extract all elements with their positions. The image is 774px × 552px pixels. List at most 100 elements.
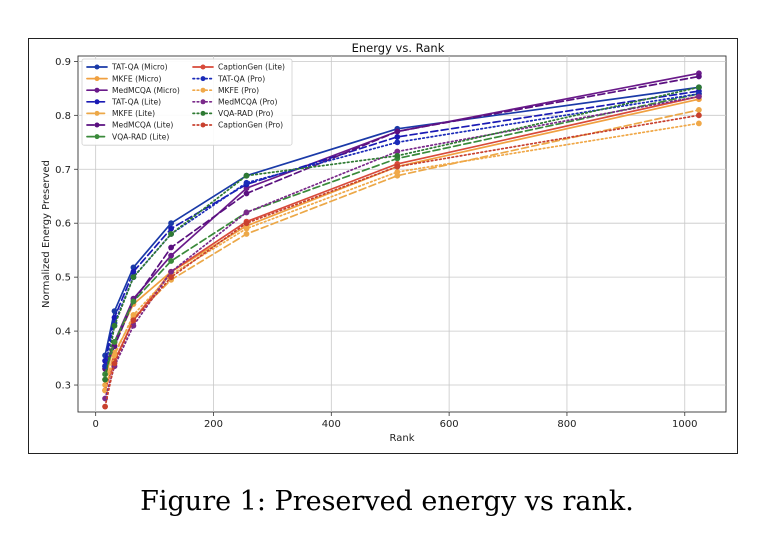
- x-axis-title: Rank: [390, 433, 415, 444]
- legend-item: TAT-QA (Micro): [86, 63, 168, 72]
- data-point: [111, 352, 118, 359]
- data-point: [394, 139, 401, 146]
- data-point: [102, 363, 108, 370]
- data-point: [243, 220, 250, 227]
- legend-marker: [94, 99, 100, 105]
- y-tick-label: 0.6: [55, 219, 71, 230]
- data-point: [696, 107, 702, 113]
- data-point: [168, 231, 175, 237]
- legend-item: MedMCQA (Lite): [86, 121, 173, 130]
- x-tick-label: 400: [322, 419, 341, 430]
- data-point: [168, 252, 175, 259]
- axis-ticks: 0 200 400 600 800 1000 0.3 0.4 0.5 0.6 0.7 0.8 0.9: [55, 57, 697, 430]
- data-point: [130, 268, 137, 275]
- data-point: [168, 220, 175, 227]
- x-tick-label: 1000: [672, 419, 697, 430]
- legend-marker: [200, 99, 206, 105]
- legend-item: MKFE (Micro): [86, 74, 162, 83]
- data-point: [696, 93, 702, 100]
- x-tick-label: 600: [440, 419, 459, 430]
- data-point: [102, 371, 108, 378]
- data-point: [130, 274, 137, 281]
- legend-label: MedMCQA (Lite): [112, 121, 173, 130]
- legend-marker: [200, 87, 206, 93]
- data-point: [394, 163, 401, 170]
- data-point: [102, 387, 108, 394]
- y-axis-title: Normalized Energy Preserved: [41, 160, 52, 308]
- legend-box: [81, 58, 293, 146]
- data-point: [102, 376, 108, 383]
- legend-label: TAT-QA (Lite): [111, 98, 161, 107]
- x-tick-label: 0: [92, 419, 98, 430]
- data-point: [168, 268, 175, 275]
- data-point: [243, 179, 250, 186]
- data-point: [168, 225, 175, 232]
- legend-marker: [200, 76, 206, 82]
- data-point: [111, 339, 118, 345]
- data-point: [394, 152, 401, 159]
- data-point: [243, 231, 250, 237]
- data-point: [696, 120, 702, 127]
- x-tick-label: 200: [204, 419, 223, 430]
- data-point: [243, 172, 250, 179]
- data-point: [168, 244, 175, 251]
- y-tick-label: 0.8: [55, 111, 71, 122]
- y-tick-label: 0.9: [55, 57, 71, 68]
- legend-label: CaptionGen (Lite): [218, 63, 285, 72]
- series-lines: [102, 70, 702, 410]
- y-tick-label: 0.4: [55, 327, 71, 338]
- data-point: [696, 112, 702, 119]
- legend-label: CaptionGen (Pro): [218, 121, 283, 130]
- data-point: [130, 298, 137, 305]
- data-point: [394, 128, 401, 135]
- legend-item: TAT-QA (Pro): [192, 74, 265, 83]
- legend-label: MKFE (Pro): [218, 86, 259, 95]
- legend-label: VQA-RAD (Pro): [218, 109, 273, 118]
- legend-label: VQA-RAD (Lite): [112, 132, 169, 141]
- legend-item: CaptionGen (Pro): [192, 121, 283, 130]
- legend-marker: [94, 87, 100, 93]
- data-point: [102, 403, 108, 410]
- data-point: [696, 84, 702, 91]
- data-point: [394, 169, 401, 175]
- legend-item: CaptionGen (Lite): [192, 63, 285, 72]
- data-point: [130, 322, 137, 329]
- data-point: [130, 317, 137, 324]
- legend-item: MKFE (Pro): [192, 86, 259, 95]
- data-point: [130, 312, 137, 318]
- data-point: [394, 134, 401, 140]
- legend-marker: [94, 110, 100, 116]
- legend-label: MKFE (Lite): [112, 109, 155, 118]
- legend-item: TAT-QA (Lite): [86, 98, 161, 107]
- data-point: [696, 73, 702, 80]
- data-point: [168, 274, 175, 281]
- legend-item: VQA-RAD (Pro): [192, 109, 273, 118]
- data-point: [111, 360, 118, 367]
- series-captiongen-pro: [102, 112, 702, 410]
- data-point: [394, 148, 401, 155]
- chart-title: Energy vs. Rank: [352, 41, 445, 55]
- legend-label: MedMCQA (Micro): [112, 86, 180, 95]
- legend-item: MedMCQA (Pro): [192, 98, 277, 107]
- x-tick-label: 800: [557, 419, 576, 430]
- legend-item: VQA-RAD (Lite): [86, 132, 169, 141]
- y-tick-label: 0.5: [55, 273, 71, 284]
- data-point: [111, 322, 118, 329]
- legend-label: TAT-QA (Micro): [111, 63, 168, 72]
- legend-marker: [94, 64, 100, 70]
- legend-marker: [94, 122, 100, 128]
- legend-item: MKFE (Lite): [86, 109, 155, 118]
- legend-item: MedMCQA (Micro): [86, 86, 180, 95]
- legend-marker: [200, 122, 206, 128]
- data-point: [243, 209, 250, 216]
- legend-label: MKFE (Micro): [112, 74, 162, 83]
- y-tick-label: 0.7: [55, 165, 71, 176]
- figure-caption: Figure 1: Preserved energy vs rank.: [140, 486, 634, 517]
- data-point: [243, 225, 250, 232]
- data-point: [168, 258, 175, 264]
- legend-label: MedMCQA (Pro): [218, 98, 277, 107]
- series-vqa-rad-pro: [102, 84, 702, 383]
- legend-label: TAT-QA (Pro): [217, 74, 265, 83]
- legend-marker: [200, 110, 206, 116]
